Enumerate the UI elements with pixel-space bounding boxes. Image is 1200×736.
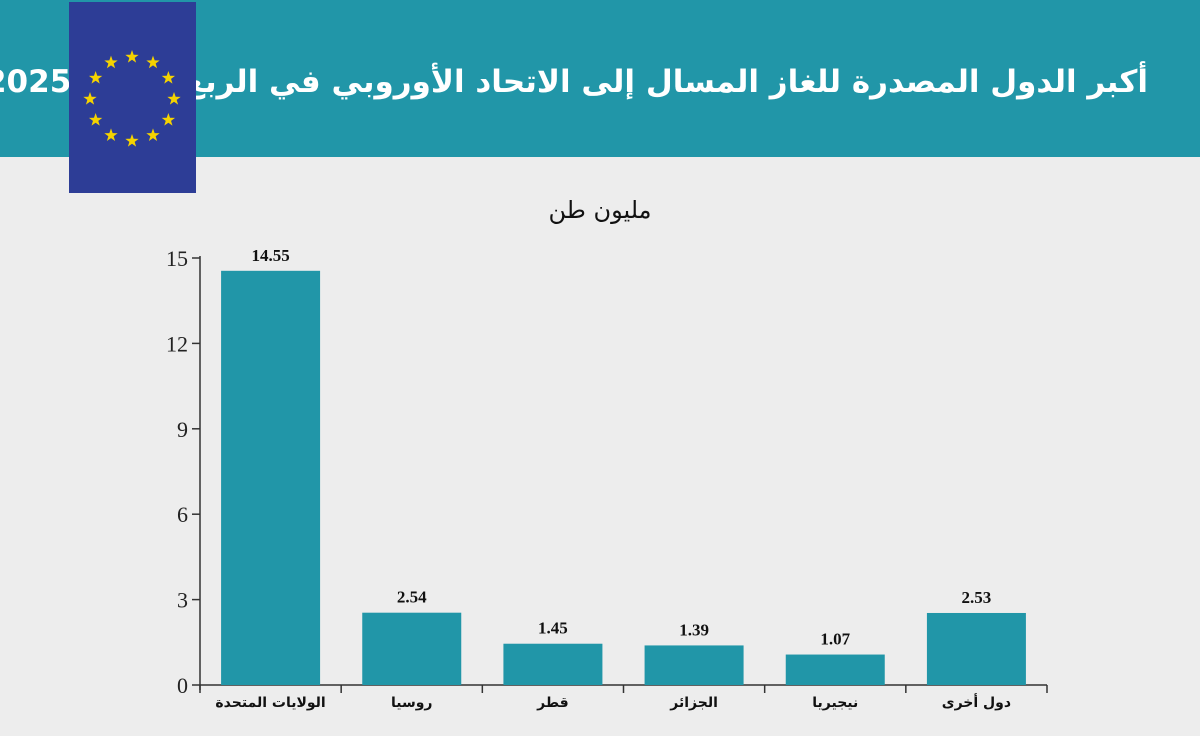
y-tick-label: 15 bbox=[166, 246, 188, 271]
bar bbox=[362, 612, 462, 685]
bar-value-label: 1.39 bbox=[679, 620, 709, 639]
flag-star-icon bbox=[125, 50, 139, 63]
y-tick-label: 12 bbox=[166, 331, 188, 356]
bar-value-label: 1.07 bbox=[820, 630, 850, 649]
flag-star-icon bbox=[146, 128, 160, 142]
bar bbox=[926, 612, 1026, 685]
bar bbox=[503, 643, 603, 685]
flag-star-icon bbox=[161, 113, 176, 126]
flag-star-icon bbox=[88, 71, 103, 84]
category-label: نيجيريا bbox=[812, 695, 858, 711]
unit-label: مليون طن bbox=[548, 196, 652, 224]
category-label: روسيا bbox=[391, 695, 433, 711]
bar bbox=[221, 270, 321, 685]
y-tick-label: 6 bbox=[177, 502, 188, 527]
y-tick-label: 0 bbox=[177, 673, 188, 698]
flag-star-icon bbox=[167, 92, 181, 105]
category-label: قطر bbox=[536, 695, 569, 711]
y-tick-label: 3 bbox=[177, 588, 188, 613]
flag-star-icon bbox=[83, 92, 97, 105]
bar-value-label: 2.54 bbox=[397, 588, 427, 607]
category-label: دول أخرى bbox=[942, 693, 1011, 711]
chart-title: أكبر الدول المصدرة للغاز المسال إلى الات… bbox=[0, 64, 1148, 100]
bar-value-label: 2.53 bbox=[962, 588, 992, 607]
bar-value-label: 1.45 bbox=[538, 619, 568, 638]
eu-flag-icon bbox=[69, 2, 196, 193]
bar-value-label: 14.55 bbox=[251, 246, 289, 265]
category-label: الولايات المتحدة bbox=[215, 695, 325, 711]
flag-star-icon bbox=[146, 55, 160, 69]
bar bbox=[785, 654, 885, 685]
bar bbox=[644, 645, 744, 685]
flag-star-icon bbox=[104, 128, 118, 142]
header-band bbox=[0, 0, 1200, 157]
y-tick-label: 9 bbox=[177, 417, 188, 442]
flag-star-icon bbox=[104, 55, 118, 69]
flag-star-icon bbox=[125, 134, 139, 147]
flag-star-icon bbox=[161, 71, 176, 84]
flag-star-icon bbox=[88, 113, 103, 126]
category-label: الجزائر bbox=[669, 695, 718, 711]
